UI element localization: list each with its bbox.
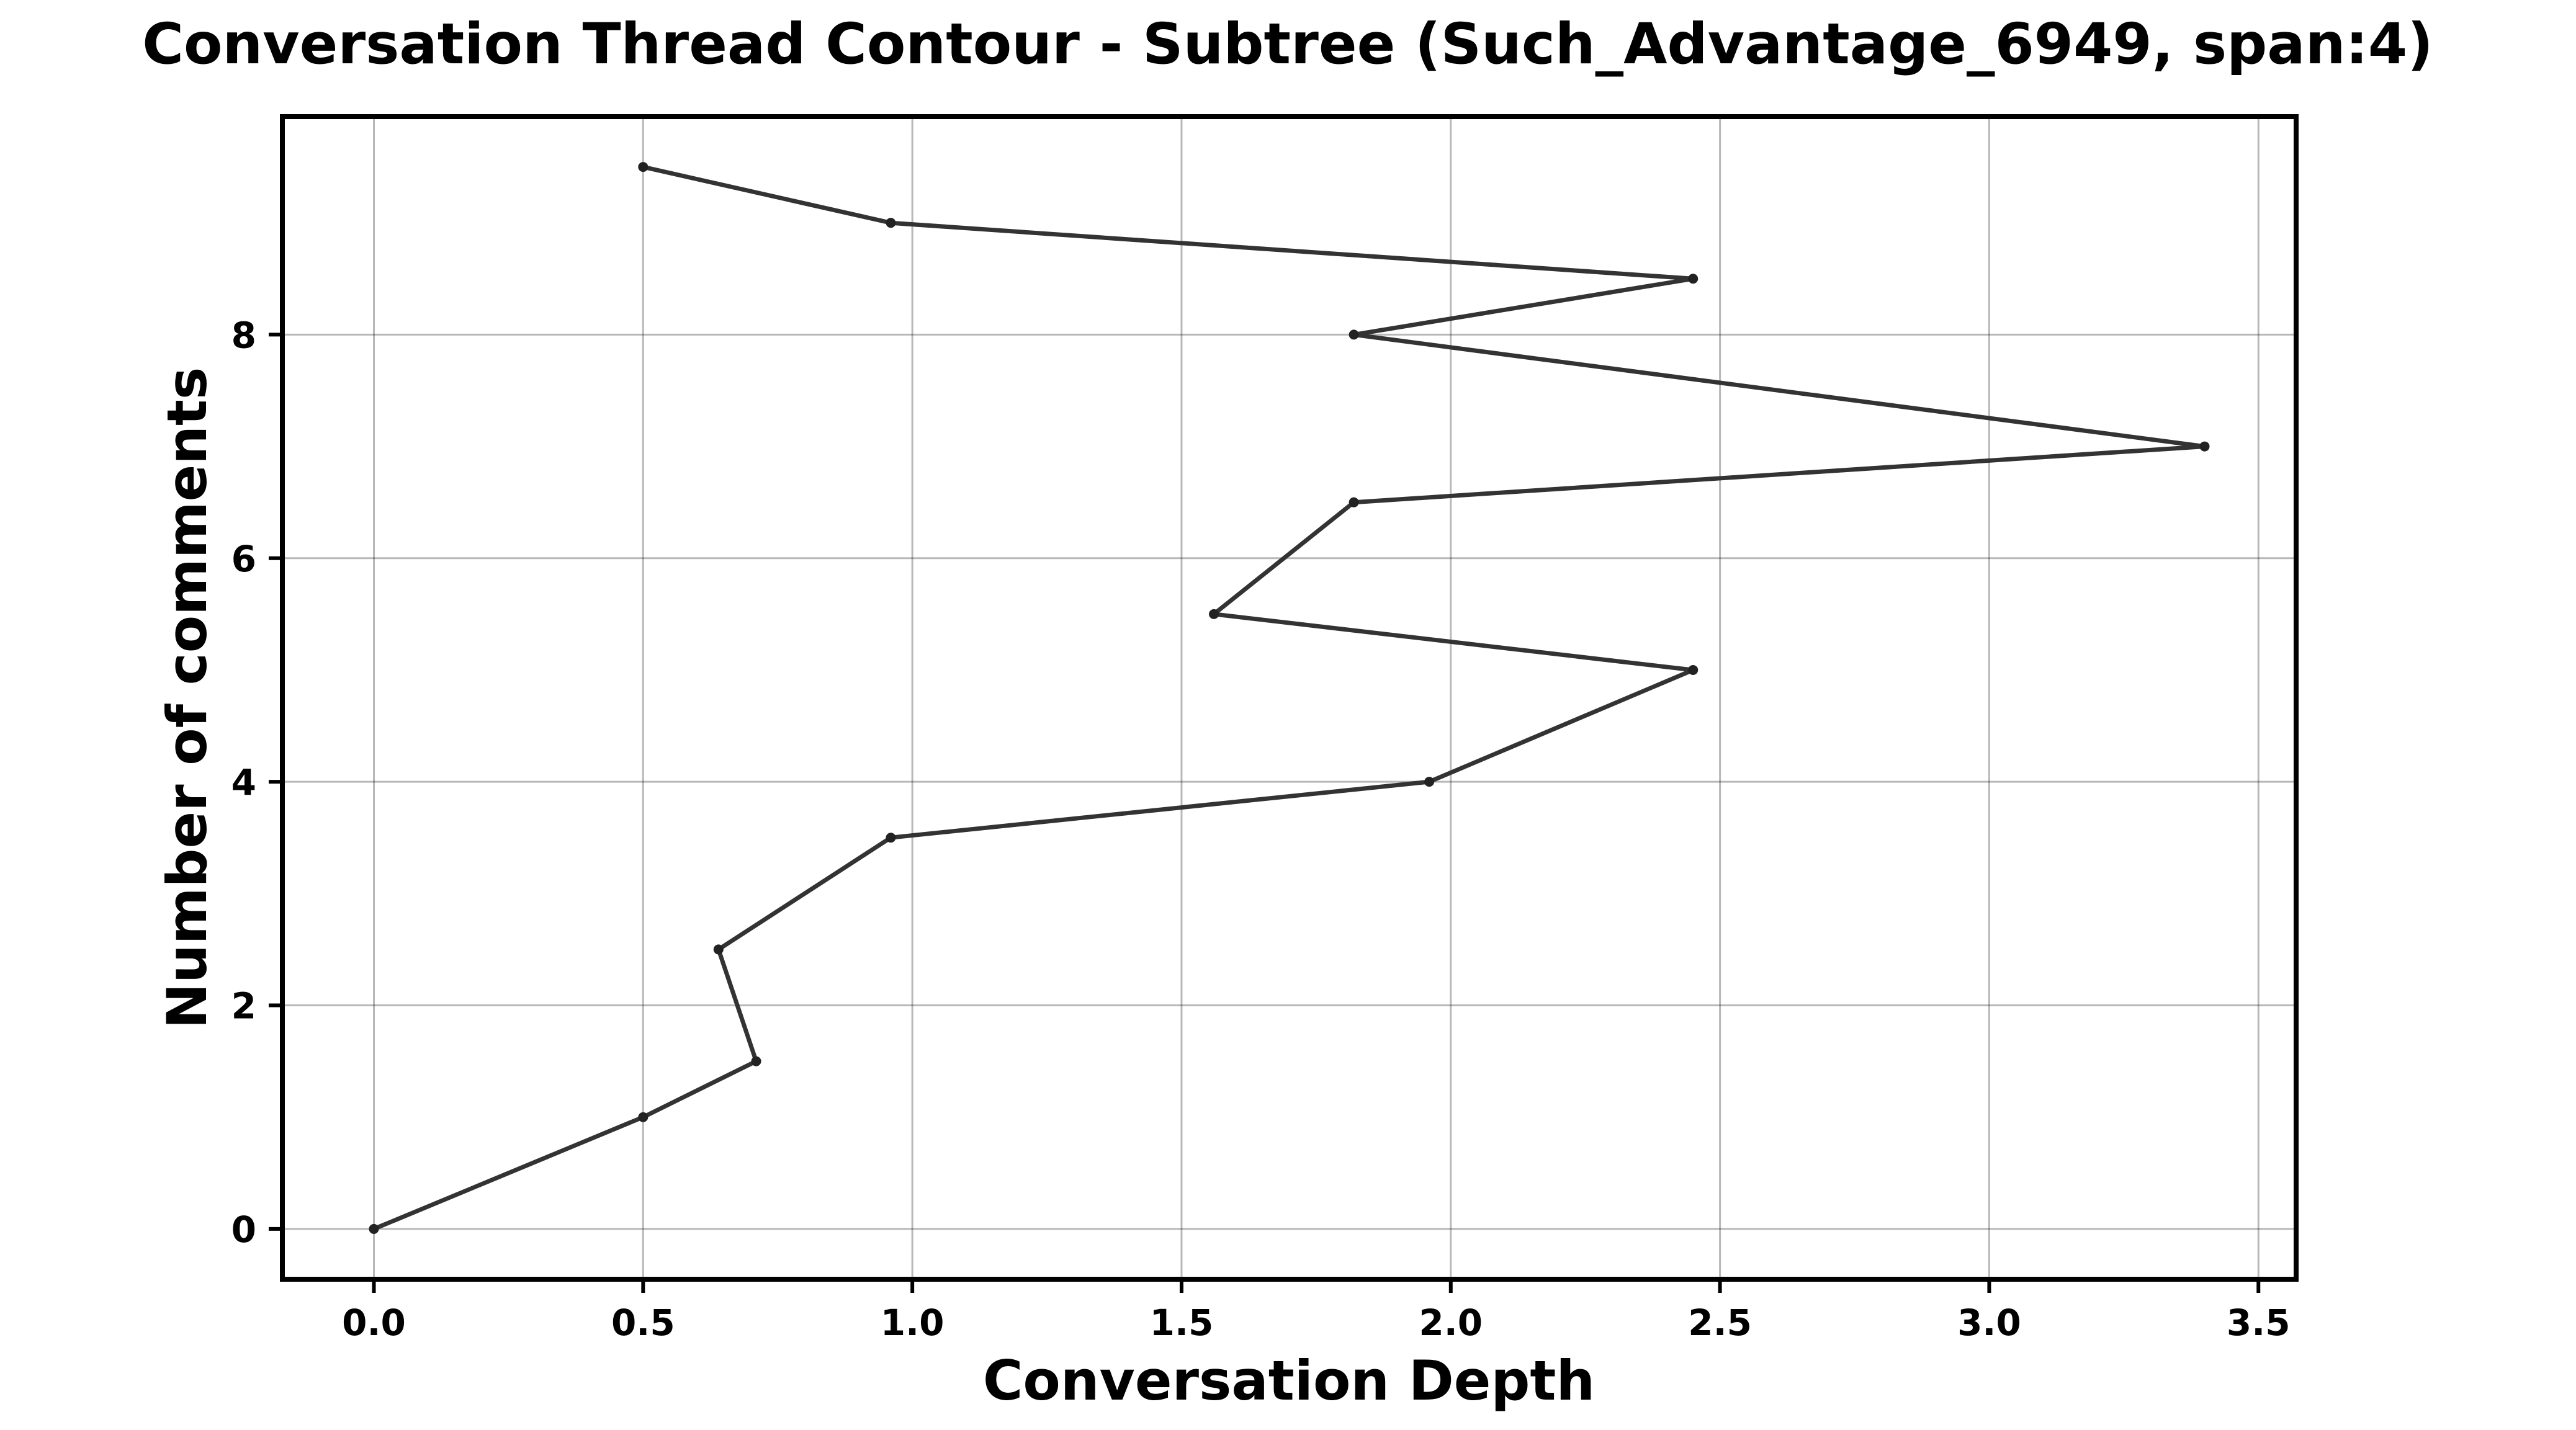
data-point [751, 1056, 761, 1066]
x-tick-label: 2.5 [1688, 1302, 1752, 1344]
y-tick-label: 8 [231, 314, 256, 356]
x-axis-label: Conversation Depth [983, 1349, 1595, 1413]
data-point [2199, 441, 2210, 452]
x-tick-label: 3.0 [1957, 1302, 2021, 1344]
x-tick-label: 1.5 [1150, 1302, 1214, 1344]
y-tick-label: 0 [231, 1209, 256, 1251]
data-point [1209, 609, 1219, 619]
y-axis-label: Number of comments [155, 367, 219, 1029]
x-tick-label: 3.5 [2227, 1302, 2291, 1344]
data-point [1349, 329, 1359, 340]
series-layer [369, 162, 2210, 1234]
data-point [713, 944, 724, 955]
data-point [1424, 777, 1435, 787]
data-point [638, 162, 648, 172]
data-point [369, 1223, 379, 1234]
chart-title: Conversation Thread Contour - Subtree (S… [142, 12, 2433, 77]
data-point [1688, 274, 1699, 284]
plot-frame [280, 114, 2299, 1282]
x-tick-label: 0.5 [611, 1302, 675, 1344]
axis-ticks: 0.0 0.5 1.0 1.5 2.0 2.5 3.0 3.5 0 2 4 6 8 [231, 314, 2291, 1344]
data-point [886, 218, 896, 228]
grid-lines [282, 117, 2296, 1279]
data-point [886, 833, 896, 843]
data-point [638, 1112, 648, 1122]
y-tick-label: 6 [231, 538, 256, 580]
x-tick-label: 1.0 [881, 1302, 945, 1344]
x-tick-label: 2.0 [1419, 1302, 1483, 1344]
series-line [373, 164, 2207, 1231]
y-tick-label: 4 [231, 761, 256, 803]
data-point [1688, 664, 1699, 675]
data-point [1349, 497, 1359, 507]
x-tick-label: 0.0 [342, 1302, 406, 1344]
y-tick-label: 2 [231, 985, 256, 1027]
